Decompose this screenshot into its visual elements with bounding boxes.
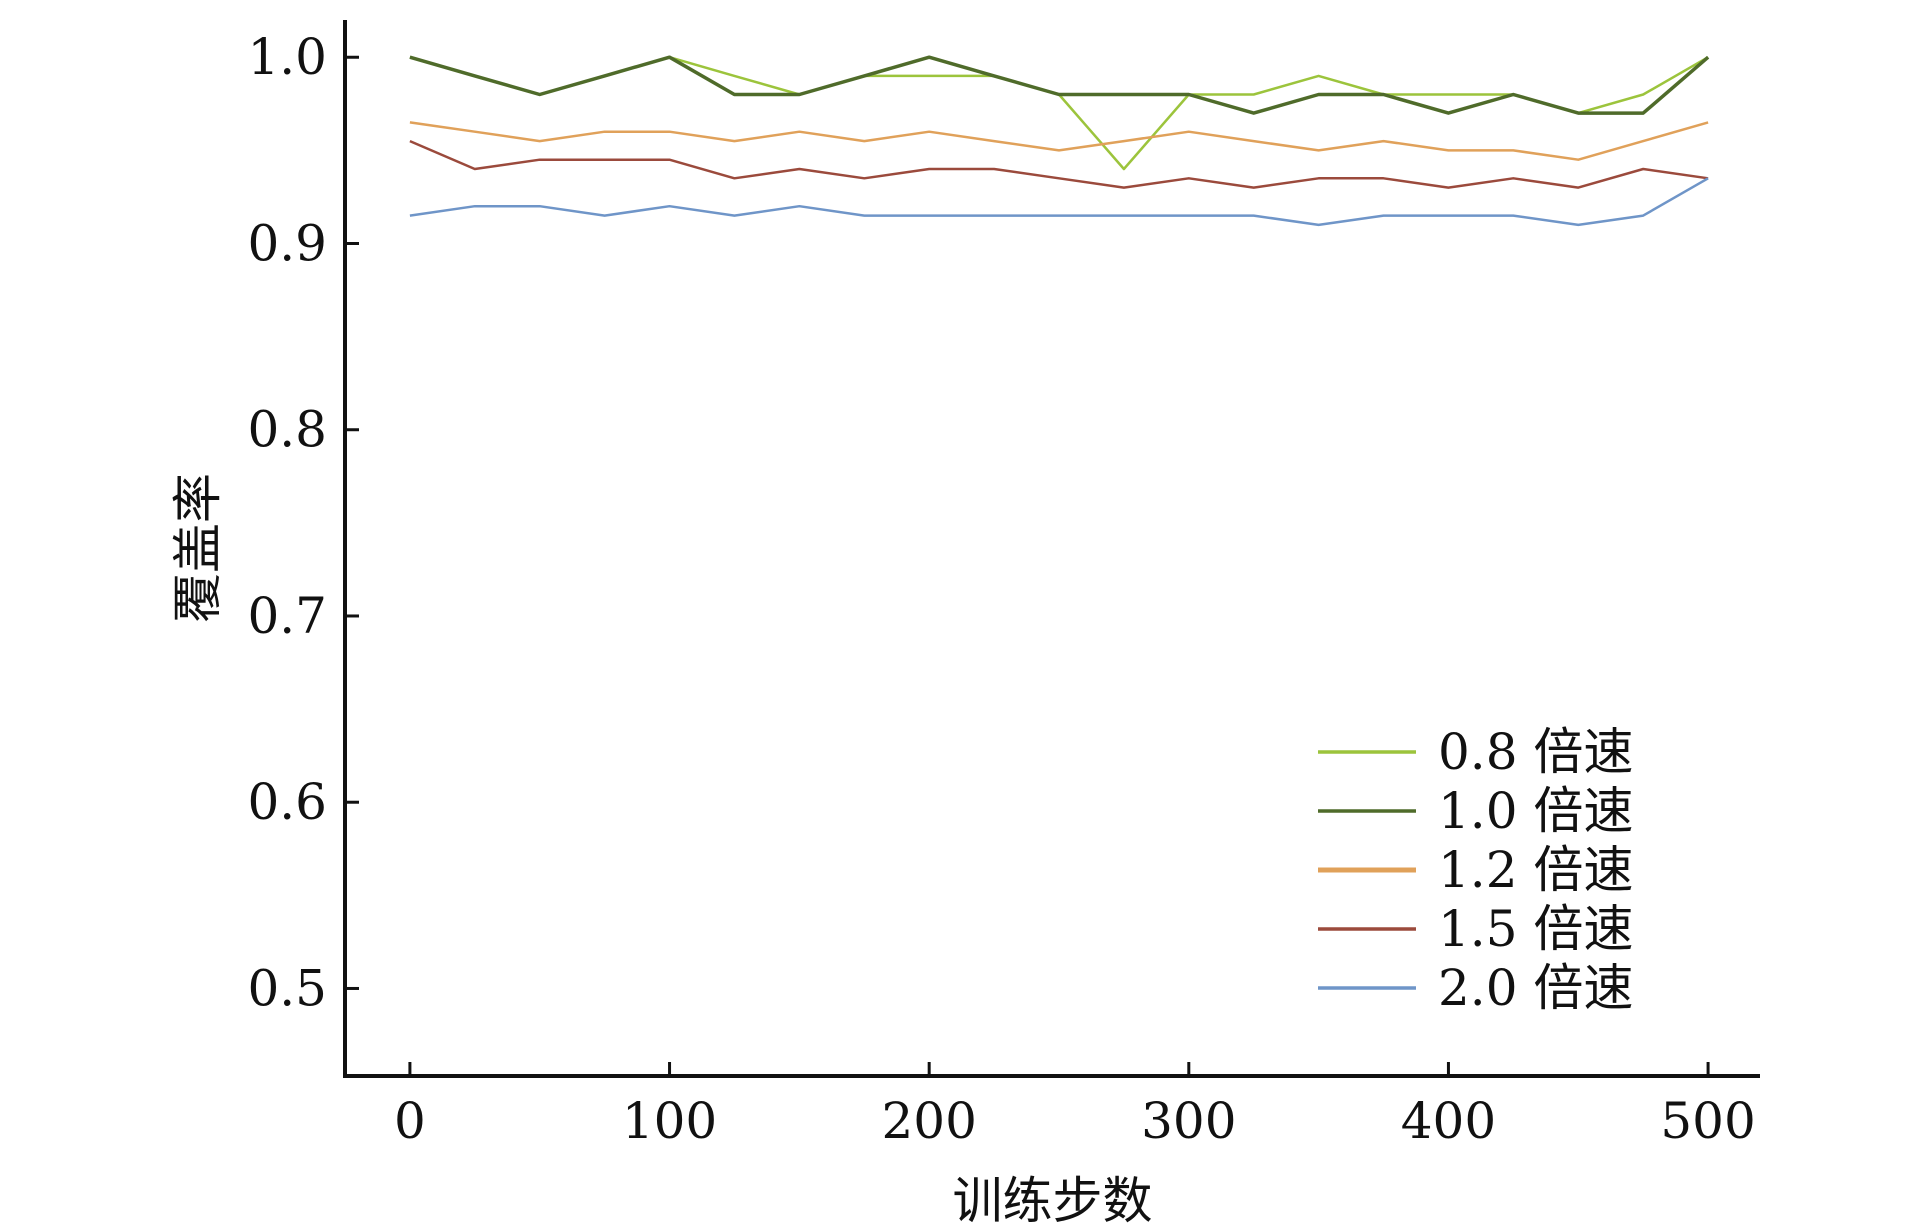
- legend-entry: 1.0 倍速: [1438, 782, 1633, 840]
- y-tick-label: 0.6: [247, 773, 327, 831]
- legend: 0.8 倍速1.0 倍速1.2 倍速1.5 倍速2.0 倍速: [1318, 723, 1633, 1017]
- series-line: [409, 177, 1709, 227]
- series-line: [409, 55, 1709, 171]
- series-layer: [409, 55, 1710, 227]
- x-tick-label: 400: [1401, 1092, 1496, 1150]
- legend-entry: 2.0 倍速: [1438, 959, 1633, 1017]
- x-tick-label: 200: [881, 1092, 976, 1150]
- axes: [343, 20, 1760, 1078]
- legend-entry: 0.8 倍速: [1438, 723, 1633, 781]
- legend-entry: 1.2 倍速: [1438, 841, 1633, 899]
- y-tick-label: 0.7: [247, 587, 327, 645]
- series-line: [409, 139, 1709, 189]
- x-axis-label: 训练步数: [953, 1172, 1153, 1228]
- x-tick-label: 300: [1141, 1092, 1236, 1150]
- x-tick-label: 0: [394, 1092, 426, 1150]
- x-tick-label: 500: [1660, 1092, 1755, 1150]
- legend-entry: 1.5 倍速: [1438, 900, 1633, 958]
- y-tick-label: 0.5: [247, 959, 327, 1017]
- x-tick-label: 100: [622, 1092, 717, 1150]
- y-tick-label: 0.9: [247, 214, 327, 272]
- series-line: [409, 55, 1710, 115]
- y-axis-label: 覆盖率: [169, 473, 227, 623]
- y-tick-label: 1.0: [247, 28, 327, 86]
- series-line: [409, 121, 1709, 161]
- y-tick-label: 0.8: [247, 401, 327, 459]
- ticks-layer: 0.5 0.6 0.7 0.8 0.9 1.0 0 100 200 300 400 500: [247, 28, 1755, 1150]
